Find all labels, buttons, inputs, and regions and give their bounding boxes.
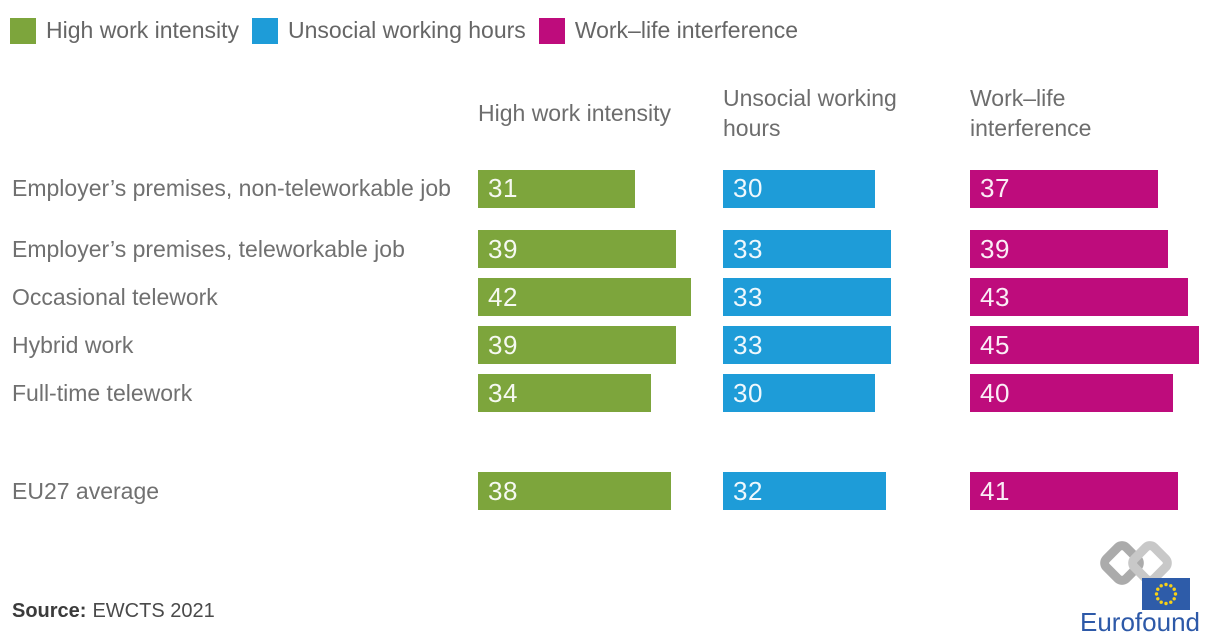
bar-cell: 39: [478, 230, 723, 268]
bar-value-label: 30: [733, 173, 763, 203]
row-label: EU27 average: [12, 477, 160, 504]
column-headers: High work intensity Unsocial working hour…: [478, 77, 1220, 149]
legend: High work intensity Unsocial working hour…: [10, 17, 798, 44]
bar-value-label: 43: [980, 281, 1010, 312]
bar-cell: 43: [970, 278, 1220, 316]
source-value: EWCTS 2021: [92, 600, 215, 622]
legend-swatch: [252, 17, 279, 44]
row-label: Full-time telework: [12, 379, 193, 406]
chart-row: EU27 average 38 32 41: [0, 467, 1220, 515]
chart-row: Hybrid work 39 33 45: [0, 321, 1220, 369]
bar-cell: 30: [723, 374, 970, 412]
bar: 38: [478, 472, 671, 510]
bar-cell: 33: [723, 326, 970, 364]
bar-value-label: 37: [980, 173, 1010, 203]
legend-swatch: [538, 17, 565, 44]
bar: 39: [478, 326, 676, 364]
chain-links-icon: [1100, 541, 1172, 585]
bar-cell: 40: [970, 374, 1220, 412]
bar-value-label: 41: [980, 475, 1010, 506]
legend-item: High work intensity: [10, 17, 239, 44]
bar-cell: 30: [723, 169, 970, 208]
bar: 37: [970, 169, 1158, 208]
bar: 33: [723, 278, 891, 316]
bar: 39: [970, 230, 1168, 268]
bar-cell: 38: [478, 472, 723, 510]
bar-cell: 32: [723, 472, 970, 510]
logo-wordmark: Eurofound: [1080, 607, 1200, 636]
bar-cell: 33: [723, 230, 970, 268]
chart-row: Employer’s premises, teleworkable job 39 3…: [0, 225, 1220, 273]
bar-value-label: 33: [733, 233, 763, 264]
chart-row: Occasional telework 42 33 43: [0, 273, 1220, 321]
bar-cell: 42: [478, 278, 723, 316]
row-label: Occasional telework: [12, 283, 218, 310]
legend-label: Work–life interference: [574, 17, 799, 43]
legend-item: Unsocial working hours: [252, 17, 526, 44]
column-header: Unsocial working hours: [723, 84, 897, 141]
eurofound-logo: Eurofound: [1080, 541, 1200, 636]
bar-value-label: 32: [733, 475, 763, 506]
legend-label: Unsocial working hours: [288, 17, 526, 43]
row-label: Employer’s premises, teleworkable job: [12, 235, 405, 262]
source-label: Source:: [12, 600, 87, 622]
bar-cell: 34: [478, 374, 723, 412]
column-header: High work intensity: [478, 99, 672, 126]
legend-item: Work–life interference: [538, 17, 799, 44]
row-label: Hybrid work: [12, 331, 134, 358]
bar: 41: [970, 472, 1178, 510]
bar-cell: 45: [970, 326, 1220, 364]
bar-cell: 37: [970, 169, 1220, 208]
legend-swatch: [10, 17, 36, 44]
bar: 31: [478, 169, 635, 208]
row-label: Employer’s premises, non-teleworkable jo…: [12, 175, 451, 202]
bar-cell: 33: [723, 278, 970, 316]
chart-row: Employer’s premises, non-teleworkable jo…: [0, 152, 1220, 225]
eu-flag-icon: [1142, 578, 1190, 610]
bar-cell: 41: [970, 472, 1220, 510]
legend-label: High work intensity: [46, 17, 240, 43]
bar-cell: 31: [478, 169, 723, 208]
bar-value-label: 39: [980, 233, 1010, 264]
bar: 30: [723, 169, 875, 208]
bar-value-label: 30: [733, 377, 763, 408]
bar-value-label: 39: [488, 329, 518, 360]
chart-row: Full-time telework 34 30 40: [0, 369, 1220, 417]
bar-value-label: 45: [980, 329, 1010, 360]
bar-value-label: 42: [488, 281, 518, 312]
bar: 33: [723, 230, 891, 268]
bar-value-label: 38: [488, 475, 518, 506]
bar: 34: [478, 374, 651, 412]
bar: 40: [970, 374, 1173, 412]
bar-value-label: 33: [733, 281, 763, 312]
bar-value-label: 33: [733, 329, 763, 360]
bar: 45: [970, 326, 1199, 364]
chart-rows: Employer’s premises, non-teleworkable jo…: [0, 152, 1220, 515]
bar-value-label: 31: [488, 173, 518, 203]
bar: 32: [723, 472, 886, 510]
bar: 39: [478, 230, 676, 268]
column-header: Work–life interference: [970, 84, 1092, 141]
bar-value-label: 40: [980, 377, 1010, 408]
bar: 30: [723, 374, 875, 412]
bar-cell: 39: [478, 326, 723, 364]
bar: 43: [970, 278, 1188, 316]
bar-value-label: 39: [488, 233, 518, 264]
bar-cell: 39: [970, 230, 1220, 268]
bar: 33: [723, 326, 891, 364]
bar-value-label: 34: [488, 377, 518, 408]
source-line: Source: EWCTS 2021: [12, 600, 215, 623]
bar: 42: [478, 278, 691, 316]
